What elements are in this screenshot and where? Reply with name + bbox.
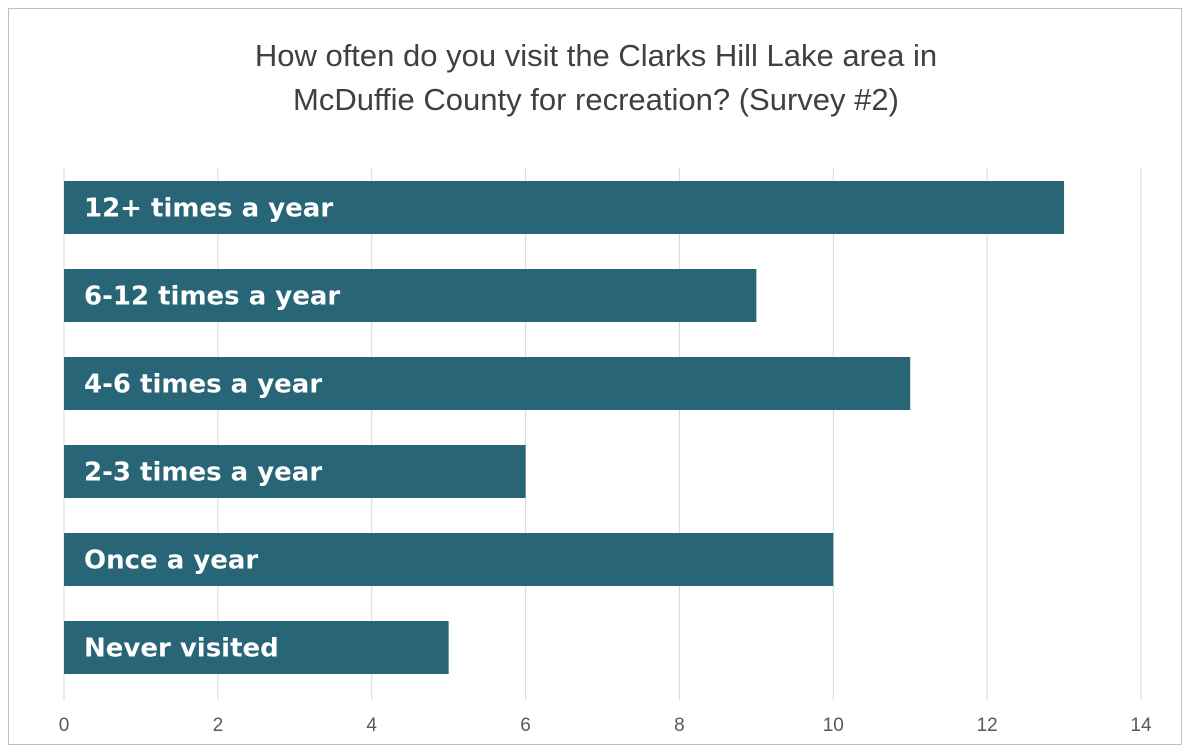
x-tick-label: 2	[213, 715, 224, 736]
bar-label: 12+ times a year	[84, 194, 333, 224]
bar	[64, 357, 911, 410]
bar	[64, 181, 1065, 234]
x-tick-label: 10	[823, 715, 844, 736]
x-tick-label: 8	[674, 715, 685, 736]
x-tick-label: 12	[977, 715, 998, 736]
x-tick-label: 0	[59, 715, 70, 736]
bar-label: 6-12 times a year	[84, 282, 340, 312]
chart-title: How often do you visit the Clarks Hill L…	[0, 34, 1192, 122]
bar	[64, 269, 757, 322]
gridlines	[63, 168, 1142, 700]
bar	[64, 445, 526, 498]
bar-label: Once a year	[84, 546, 258, 576]
bar	[64, 533, 834, 586]
bar-label: Never visited	[84, 634, 279, 664]
bar-label: 2-3 times a year	[84, 458, 322, 488]
x-tick-label: 4	[366, 715, 377, 736]
chart-title-line-2: McDuffie County for recreation? (Survey …	[293, 82, 899, 117]
chart-title-line-1: How often do you visit the Clarks Hill L…	[254, 38, 938, 73]
bar-label: 4-6 times a year	[84, 370, 322, 400]
x-axis-ticks: 0 2 4 6 8 10 12 14	[59, 715, 1152, 736]
bar	[64, 621, 449, 674]
bars: 12+ times a year 6-12 times a year 4-6 tim…	[64, 181, 1065, 674]
x-tick-label: 6	[520, 715, 531, 736]
x-tick-label: 14	[1130, 715, 1152, 736]
